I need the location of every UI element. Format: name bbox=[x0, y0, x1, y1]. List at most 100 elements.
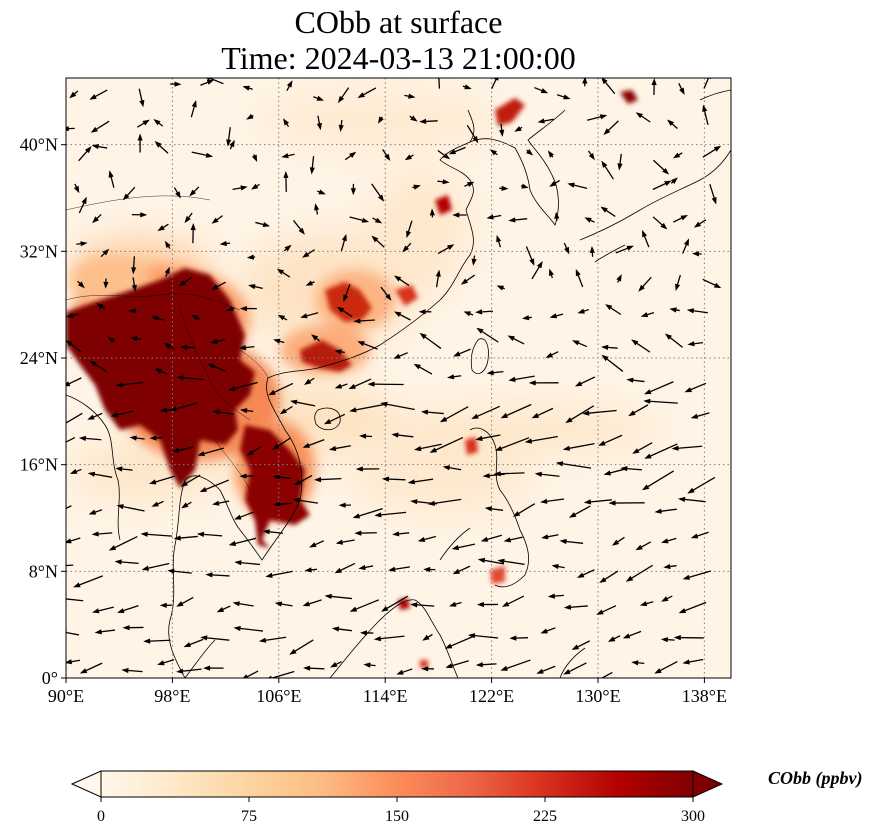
wind-arrow bbox=[392, 531, 410, 537]
wind-arrow bbox=[115, 381, 144, 388]
wind-arrow bbox=[304, 377, 315, 385]
wind-arrow bbox=[563, 604, 588, 610]
wind-arrow bbox=[528, 380, 559, 386]
wind-arrow bbox=[73, 575, 103, 588]
wind-arrow bbox=[475, 309, 494, 315]
wind-arrow bbox=[66, 505, 72, 510]
wind-arrow bbox=[589, 245, 595, 257]
wind-arrow bbox=[654, 660, 678, 674]
wind-arrow bbox=[471, 405, 501, 419]
wind-arrow bbox=[324, 593, 353, 600]
wind-arrow bbox=[541, 534, 559, 540]
wind-arrow bbox=[422, 633, 433, 641]
wind-arrow bbox=[525, 246, 535, 266]
wind-arrow bbox=[302, 249, 315, 258]
wind-arrow bbox=[89, 89, 108, 100]
wind-arrow bbox=[495, 437, 530, 451]
colorbar-tick-label: 75 bbox=[241, 808, 257, 825]
wind-arrow bbox=[248, 284, 263, 290]
wind-arrow bbox=[289, 639, 314, 655]
wind-arrow bbox=[130, 336, 143, 342]
wind-arrow bbox=[358, 564, 374, 570]
wind-arrow bbox=[129, 435, 145, 441]
wind-arrow bbox=[417, 535, 436, 542]
wind-arrow bbox=[246, 446, 262, 456]
wind-arrow bbox=[116, 504, 145, 512]
wind-arrow bbox=[632, 442, 653, 454]
wind-arrow bbox=[616, 274, 622, 283]
lon-tick-label: 138°E bbox=[682, 686, 727, 706]
chart-subtitle: Time: 2024-03-13 21:00:00 bbox=[221, 40, 576, 76]
wind-arrow bbox=[353, 318, 375, 324]
wind-arrow bbox=[678, 601, 707, 614]
wind-arrow bbox=[452, 212, 467, 218]
wind-arrow bbox=[108, 170, 115, 188]
wind-arrow bbox=[669, 307, 680, 313]
wind-arrow bbox=[117, 604, 139, 613]
wind-arrow bbox=[334, 383, 348, 389]
wind-arrow bbox=[344, 151, 357, 161]
wind-arrow bbox=[103, 278, 109, 289]
wind-arrow bbox=[163, 342, 175, 351]
wind-arrow bbox=[644, 381, 674, 395]
wind-arrow bbox=[586, 114, 608, 121]
wind-arrow bbox=[328, 445, 351, 451]
wind-arrow bbox=[122, 186, 136, 201]
wind-arrow bbox=[212, 409, 234, 415]
wind-arrow bbox=[612, 536, 625, 546]
map-frame bbox=[65, 77, 732, 679]
wind-arrow bbox=[78, 435, 102, 441]
wind-arrow bbox=[404, 154, 414, 161]
wind-arrow bbox=[305, 280, 315, 286]
wind-arrow bbox=[497, 558, 525, 566]
wind-arrow bbox=[496, 285, 505, 291]
wind-arrow bbox=[410, 602, 435, 608]
wind-arrow bbox=[547, 593, 564, 599]
wind-arrow bbox=[317, 189, 326, 195]
wind-arrow bbox=[229, 139, 235, 150]
wind-arrow bbox=[90, 120, 110, 133]
wind-arrow bbox=[502, 595, 525, 607]
wind-arrow bbox=[373, 635, 405, 642]
wind-arrow bbox=[628, 404, 649, 417]
wind-arrow bbox=[471, 255, 477, 266]
wind-arrow bbox=[216, 605, 231, 613]
wind-arrow bbox=[272, 474, 291, 480]
wind-arrow bbox=[601, 160, 614, 180]
wind-arrow bbox=[467, 633, 499, 639]
wind-arrow bbox=[381, 476, 406, 482]
wind-arrow bbox=[444, 635, 475, 649]
wind-arrow bbox=[122, 625, 144, 631]
wind-arrow bbox=[66, 377, 82, 387]
wind-arrow bbox=[661, 595, 673, 602]
wind-arrow bbox=[66, 537, 81, 544]
wind-arrow bbox=[600, 206, 616, 217]
wind-arrow bbox=[293, 474, 313, 486]
wind-arrow bbox=[620, 466, 642, 472]
wind-arrow bbox=[582, 78, 588, 87]
wind-arrow bbox=[121, 667, 143, 674]
wind-arrow bbox=[251, 154, 258, 162]
wind-arrow bbox=[212, 500, 230, 506]
colorbar-tick-label: 225 bbox=[533, 808, 557, 825]
wind-arrow bbox=[281, 153, 295, 159]
wind-arrow bbox=[149, 435, 163, 441]
wind-arrow bbox=[349, 216, 370, 223]
wind-arrow bbox=[626, 377, 645, 383]
wind-arrow bbox=[283, 118, 290, 127]
wind-arrow bbox=[534, 86, 549, 94]
wind-arrow bbox=[167, 568, 192, 574]
wind-arrow bbox=[671, 445, 703, 451]
wind-arrow bbox=[300, 312, 319, 319]
wind-arrow bbox=[692, 251, 702, 257]
wind-arrow bbox=[311, 334, 321, 342]
wind-arrow bbox=[335, 539, 355, 545]
wind-arrow bbox=[382, 149, 391, 161]
lon-tick-label: 90°E bbox=[48, 686, 84, 706]
wind-arrow bbox=[622, 630, 642, 639]
wind-arrow bbox=[352, 507, 383, 519]
wind-arrow bbox=[338, 502, 351, 508]
wind-arrow bbox=[371, 235, 385, 248]
colorbar-extend-min bbox=[70, 770, 102, 798]
wind-arrow bbox=[171, 446, 194, 453]
